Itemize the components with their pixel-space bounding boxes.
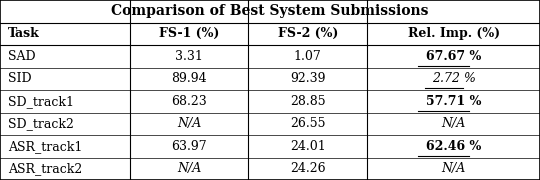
- Text: 63.97: 63.97: [171, 140, 207, 153]
- Text: 24.01: 24.01: [290, 140, 326, 153]
- Text: 62.46 %: 62.46 %: [426, 140, 481, 153]
- Text: 28.85: 28.85: [290, 95, 326, 108]
- Text: 24.26: 24.26: [290, 162, 326, 175]
- Text: 67.67 %: 67.67 %: [426, 50, 481, 63]
- Text: 92.39: 92.39: [290, 72, 326, 85]
- Text: ASR_track1: ASR_track1: [8, 140, 83, 153]
- Text: SID: SID: [8, 72, 32, 85]
- Text: Comparison of Best System Submissions: Comparison of Best System Submissions: [111, 4, 429, 18]
- Text: FS-2 (%): FS-2 (%): [278, 27, 338, 40]
- Text: SAD: SAD: [8, 50, 36, 63]
- Text: 3.31: 3.31: [175, 50, 203, 63]
- Text: N/A: N/A: [442, 162, 465, 175]
- Text: 68.23: 68.23: [171, 95, 207, 108]
- Text: 1.07: 1.07: [294, 50, 322, 63]
- Text: 2.72 %: 2.72 %: [431, 72, 476, 85]
- Text: N/A: N/A: [177, 117, 201, 130]
- Text: SD_track2: SD_track2: [8, 117, 74, 130]
- Text: ASR_track2: ASR_track2: [8, 162, 82, 175]
- Text: 89.94: 89.94: [171, 72, 207, 85]
- Text: 26.55: 26.55: [290, 117, 326, 130]
- Text: N/A: N/A: [442, 117, 465, 130]
- Text: Rel. Imp. (%): Rel. Imp. (%): [408, 27, 500, 40]
- Text: N/A: N/A: [177, 162, 201, 175]
- Text: FS-1 (%): FS-1 (%): [159, 27, 219, 40]
- Text: SD_track1: SD_track1: [8, 95, 74, 108]
- Text: 57.71 %: 57.71 %: [426, 95, 481, 108]
- Text: Task: Task: [8, 27, 40, 40]
